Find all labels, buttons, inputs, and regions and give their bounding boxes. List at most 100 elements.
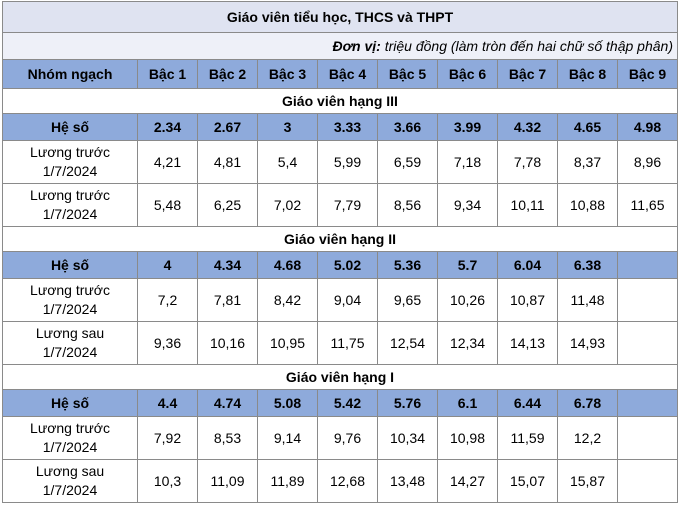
salary-row: Lương trước 1/7/2024 7,92 8,53 9,14 9,76 10,3…	[2, 416, 678, 460]
value-cell: 4.98	[617, 113, 678, 141]
table-title: Giáo viên tiểu học, THCS và THPT	[2, 1, 678, 33]
value-cell: 10,3	[137, 459, 198, 503]
value-cell: 6.78	[557, 389, 618, 417]
empty-cell	[617, 416, 678, 460]
coefficient-row: Hệ số 2.34 2.67 3 3.33 3.66 3.99 4.32 4.65 4.98	[2, 113, 678, 141]
value-cell: 11,65	[617, 183, 678, 227]
value-cell: 4	[137, 251, 198, 279]
value-cell: 2.34	[137, 113, 198, 141]
row-label: Lương sau 1/7/2024	[2, 459, 138, 503]
value-cell: 10,26	[437, 278, 498, 322]
value-cell: 4.4	[137, 389, 198, 417]
value-cell: 3	[257, 113, 318, 141]
header-cell: Bậc 6	[437, 59, 498, 89]
value-cell: 4,81	[197, 140, 258, 184]
coefficient-row: Hệ số 4.4 4.74 5.08 5.42 5.76 6.1 6.44 6.78	[2, 389, 678, 417]
value-cell: 9,04	[317, 278, 378, 322]
value-cell: 4.32	[497, 113, 558, 141]
row-label: Lương sau 1/7/2024	[2, 321, 138, 365]
salary-row: Lương trước 1/7/2024 5,48 6,25 7,02 7,79 8,56…	[2, 183, 678, 227]
title-row: Giáo viên tiểu học, THCS và THPT	[2, 1, 678, 33]
value-cell: 3.66	[377, 113, 438, 141]
header-cell: Bậc 4	[317, 59, 378, 89]
value-cell: 5.02	[317, 251, 378, 279]
value-cell: 11,48	[557, 278, 618, 322]
value-cell: 6,25	[197, 183, 258, 227]
value-cell: 12,54	[377, 321, 438, 365]
value-cell: 5.36	[377, 251, 438, 279]
value-cell: 14,27	[437, 459, 498, 503]
value-cell: 7,79	[317, 183, 378, 227]
row-label: Lương trước 1/7/2024	[2, 416, 138, 460]
section-row: Giáo viên hạng III	[2, 88, 678, 114]
salary-row: Lương trước 1/7/2024 4,21 4,81 5,4 5,99 6,59 7…	[2, 140, 678, 184]
section-title: Giáo viên hạng II	[2, 226, 678, 252]
header-cell: Bậc 8	[557, 59, 618, 89]
table-body: Giáo viên tiểu học, THCS và THPT Đơn vị:…	[2, 1, 678, 503]
empty-cell	[617, 251, 678, 279]
row-label: Lương trước 1/7/2024	[2, 183, 138, 227]
value-cell: 8,53	[197, 416, 258, 460]
value-cell: 4.68	[257, 251, 318, 279]
value-cell: 10,16	[197, 321, 258, 365]
header-row: Nhóm ngạch Bậc 1 Bậc 2 Bậc 3 Bậc 4 Bậc 5 Bậc 6…	[2, 59, 678, 89]
unit-cell: Đơn vị: triệu đồng (làm tròn đến hai chữ…	[2, 32, 678, 60]
value-cell: 7,81	[197, 278, 258, 322]
value-cell: 10,98	[437, 416, 498, 460]
value-cell: 5.42	[317, 389, 378, 417]
value-cell: 11,09	[197, 459, 258, 503]
row-label: Hệ số	[2, 251, 138, 279]
value-cell: 5,99	[317, 140, 378, 184]
value-cell: 7,92	[137, 416, 198, 460]
row-label: Lương trước 1/7/2024	[2, 278, 138, 322]
value-cell: 8,56	[377, 183, 438, 227]
value-cell: 6.1	[437, 389, 498, 417]
value-cell: 9,34	[437, 183, 498, 227]
salary-row: Lương sau 1/7/2024 10,3 11,09 11,89 12,68 13,…	[2, 459, 678, 503]
value-cell: 4.74	[197, 389, 258, 417]
section-row: Giáo viên hạng II	[2, 226, 678, 252]
value-cell: 7,78	[497, 140, 558, 184]
value-cell: 15,07	[497, 459, 558, 503]
value-cell: 5,48	[137, 183, 198, 227]
value-cell: 5,4	[257, 140, 318, 184]
row-label: Lương trước 1/7/2024	[2, 140, 138, 184]
value-cell: 9,65	[377, 278, 438, 322]
value-cell: 4.34	[197, 251, 258, 279]
value-cell: 6.04	[497, 251, 558, 279]
value-cell: 6,59	[377, 140, 438, 184]
header-cell: Bậc 1	[137, 59, 198, 89]
value-cell: 7,02	[257, 183, 318, 227]
value-cell: 8,42	[257, 278, 318, 322]
salary-row: Lương sau 1/7/2024 9,36 10,16 10,95 11,75 12,…	[2, 321, 678, 365]
header-cell: Nhóm ngạch	[2, 59, 138, 89]
header-cell: Bậc 2	[197, 59, 258, 89]
value-cell: 3.99	[437, 113, 498, 141]
value-cell: 4,21	[137, 140, 198, 184]
salary-row: Lương trước 1/7/2024 7,2 7,81 8,42 9,04 9,65 1…	[2, 278, 678, 322]
value-cell: 3.33	[317, 113, 378, 141]
row-label: Hệ số	[2, 389, 138, 417]
value-cell: 5.7	[437, 251, 498, 279]
value-cell: 5.08	[257, 389, 318, 417]
value-cell: 15,87	[557, 459, 618, 503]
value-cell: 7,18	[437, 140, 498, 184]
value-cell: 2.67	[197, 113, 258, 141]
value-cell: 8,37	[557, 140, 618, 184]
header-cell: Bậc 7	[497, 59, 558, 89]
empty-cell	[617, 321, 678, 365]
value-cell: 12,2	[557, 416, 618, 460]
value-cell: 10,95	[257, 321, 318, 365]
empty-cell	[617, 278, 678, 322]
value-cell: 10,88	[557, 183, 618, 227]
value-cell: 13,48	[377, 459, 438, 503]
value-cell: 6.44	[497, 389, 558, 417]
header-cell: Bậc 5	[377, 59, 438, 89]
value-cell: 9,36	[137, 321, 198, 365]
coefficient-row: Hệ số 4 4.34 4.68 5.02 5.36 5.7 6.04 6.38	[2, 251, 678, 279]
value-cell: 10,87	[497, 278, 558, 322]
unit-label: Đơn vị:	[332, 37, 381, 54]
value-cell: 9,14	[257, 416, 318, 460]
value-cell: 10,11	[497, 183, 558, 227]
